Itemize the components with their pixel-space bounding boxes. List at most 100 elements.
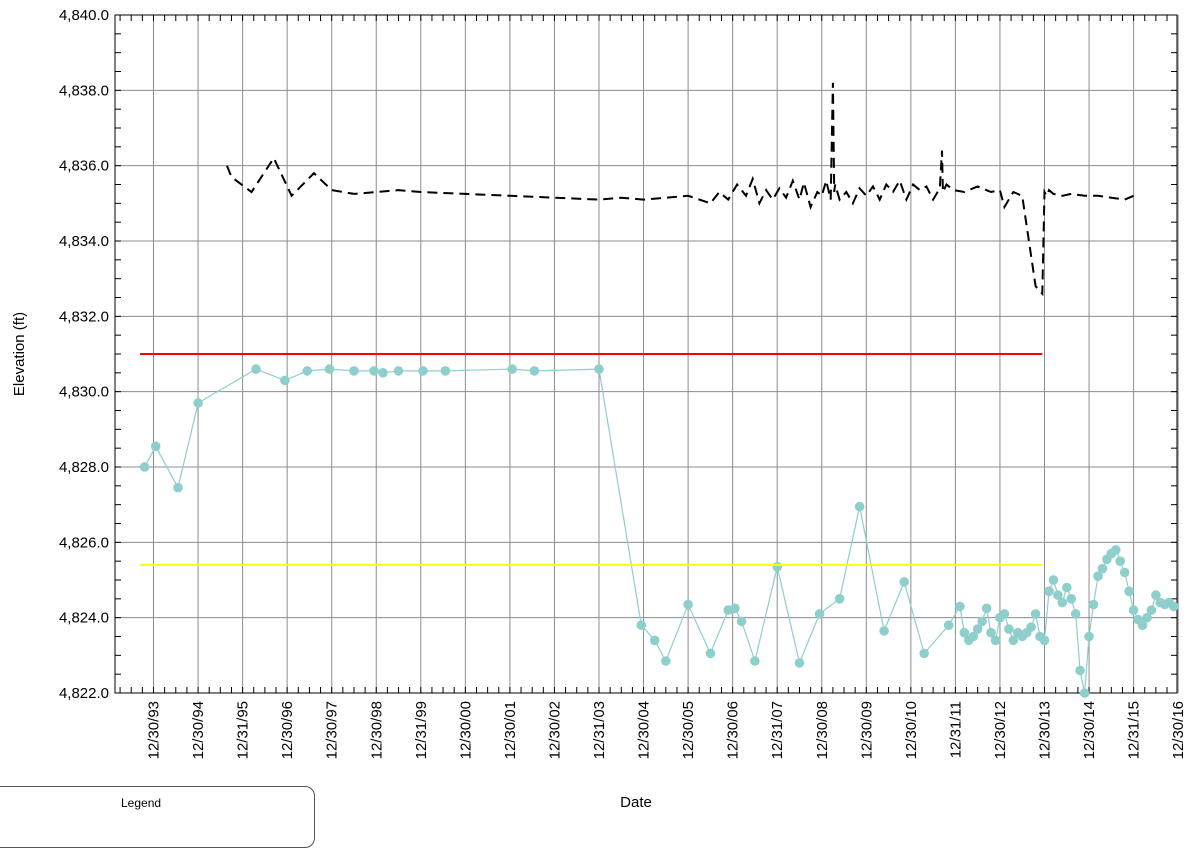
measured-point bbox=[393, 366, 404, 376]
x-tick-label: 12/30/01 bbox=[502, 701, 519, 759]
measured-point bbox=[959, 627, 970, 638]
measured-point bbox=[1084, 631, 1094, 642]
x-tick-label: 12/30/02 bbox=[546, 701, 563, 759]
x-tick-label: 12/30/10 bbox=[903, 701, 920, 759]
x-tick-label: 12/30/12 bbox=[992, 701, 1009, 759]
y-tick-label: 4,838.0 bbox=[59, 82, 109, 99]
measured-point bbox=[990, 635, 1001, 646]
measured-point bbox=[977, 616, 987, 627]
measured-point bbox=[251, 364, 261, 374]
measured-point bbox=[1075, 665, 1085, 676]
elevation-chart: 4,822.0 4,824.0 4,826.0 4,828.0 4,830.0 4,832… bbox=[11, 7, 1187, 811]
measured-point bbox=[1004, 624, 1014, 634]
measured-point bbox=[972, 624, 983, 634]
measured-point bbox=[1048, 575, 1059, 585]
measured-point bbox=[418, 366, 428, 376]
measured-point bbox=[173, 482, 183, 493]
measured-point bbox=[834, 594, 845, 604]
measured-point bbox=[636, 620, 647, 630]
measured-point bbox=[1053, 590, 1063, 600]
measured-point bbox=[772, 562, 782, 572]
measured-point bbox=[1039, 635, 1050, 646]
measured-point bbox=[968, 631, 978, 642]
measured-point bbox=[324, 364, 335, 374]
measured-point bbox=[814, 609, 825, 619]
measured-point bbox=[1137, 620, 1148, 630]
measured-point bbox=[1044, 586, 1054, 597]
measured-point bbox=[999, 609, 1010, 619]
measured-point bbox=[369, 366, 379, 376]
y-tick-label: 4,836.0 bbox=[59, 158, 109, 175]
measured-point bbox=[705, 648, 716, 659]
x-axis-title: Date bbox=[620, 794, 652, 811]
measured-point bbox=[943, 620, 954, 630]
measured-point bbox=[150, 441, 161, 452]
measured-point bbox=[986, 627, 996, 638]
measured-point bbox=[1062, 582, 1072, 593]
x-tick-label: 12/30/98 bbox=[368, 701, 385, 759]
measured-point bbox=[1030, 609, 1041, 619]
measured-point bbox=[730, 603, 740, 614]
x-tick-label: 12/30/97 bbox=[324, 701, 341, 759]
x-tick-label: 12/30/00 bbox=[457, 701, 474, 759]
x-tick-label: 12/30/04 bbox=[636, 701, 653, 759]
x-tick-label: 12/30/09 bbox=[858, 701, 875, 759]
x-tick-label: 12/31/03 bbox=[591, 701, 608, 759]
measured-point bbox=[794, 658, 805, 668]
measured-point bbox=[594, 364, 604, 374]
y-tick-label: 4,832.0 bbox=[59, 308, 109, 325]
measured-point bbox=[750, 656, 760, 666]
y-tick-labels: 4,822.0 4,824.0 4,826.0 4,828.0 4,830.0 4,832… bbox=[59, 7, 109, 702]
measured-point bbox=[683, 599, 693, 610]
x-tick-label: 12/30/14 bbox=[1081, 701, 1098, 759]
measured-point bbox=[1093, 571, 1103, 581]
measured-point bbox=[1168, 601, 1179, 612]
measured-point bbox=[1097, 563, 1108, 574]
measured-point bbox=[879, 626, 889, 636]
measured-series-line bbox=[144, 368, 1175, 694]
x-tick-label: 12/30/05 bbox=[680, 701, 697, 759]
x-tick-label: 12/31/99 bbox=[413, 701, 430, 759]
measured-point bbox=[1008, 635, 1019, 646]
x-tick-label: 12/31/95 bbox=[235, 701, 252, 759]
y-tick-label: 4,830.0 bbox=[59, 384, 109, 401]
measured-point bbox=[507, 364, 517, 374]
measured-point bbox=[649, 635, 660, 646]
legend-title: Legend bbox=[121, 796, 162, 810]
y-axis-title: Elevation (ft) bbox=[11, 312, 28, 396]
minor-tick-marks bbox=[115, 14, 1177, 694]
x-tick-label: 12/31/11 bbox=[947, 701, 964, 758]
series-layer bbox=[139, 82, 1179, 698]
measured-point bbox=[1111, 545, 1121, 555]
measured-point bbox=[280, 375, 290, 386]
measured-point bbox=[955, 601, 965, 612]
reference-series-line bbox=[226, 82, 1134, 297]
measured-point bbox=[661, 656, 671, 666]
measured-point bbox=[302, 366, 313, 376]
y-tick-label: 4,824.0 bbox=[59, 610, 109, 627]
measured-point bbox=[981, 603, 992, 614]
x-tick-label: 12/30/13 bbox=[1037, 701, 1054, 759]
measured-point bbox=[1142, 612, 1152, 623]
measured-point bbox=[1115, 556, 1125, 566]
measured-point bbox=[1128, 605, 1139, 615]
measured-point bbox=[1070, 609, 1081, 619]
measured-point bbox=[1119, 567, 1130, 578]
measured-point bbox=[1079, 688, 1090, 698]
measured-point bbox=[854, 501, 865, 512]
measured-point bbox=[1057, 597, 1068, 608]
y-tick-label: 4,840.0 bbox=[59, 7, 109, 24]
measured-point bbox=[1088, 599, 1099, 610]
y-tick-label: 4,826.0 bbox=[59, 534, 109, 551]
measured-point bbox=[193, 398, 203, 408]
x-tick-label: 12/31/07 bbox=[769, 701, 786, 759]
x-tick-label: 12/30/06 bbox=[725, 701, 742, 759]
measured-point bbox=[1066, 594, 1076, 604]
measured-point bbox=[139, 462, 150, 472]
measured-point bbox=[1151, 590, 1161, 600]
measured-point bbox=[899, 577, 909, 587]
x-tick-label: 12/31/15 bbox=[1126, 701, 1143, 759]
measured-point bbox=[919, 648, 929, 659]
measured-point bbox=[1026, 622, 1036, 632]
measured-point bbox=[736, 616, 747, 627]
